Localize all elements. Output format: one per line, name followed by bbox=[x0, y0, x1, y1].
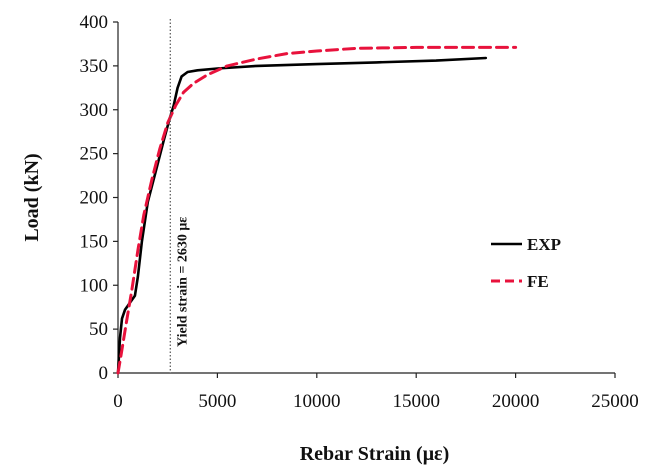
yield-strain-label: Yield strain = 2630 με bbox=[175, 217, 190, 347]
x-tick-label: 15000 bbox=[392, 391, 440, 412]
y-tick-label: 250 bbox=[80, 144, 109, 165]
y-tick-label: 350 bbox=[80, 56, 109, 77]
y-tick-label: 400 bbox=[80, 12, 109, 33]
y-tick-label: 150 bbox=[80, 231, 109, 252]
legend-label-fe: FE bbox=[527, 272, 549, 291]
legend: EXP FE bbox=[491, 235, 561, 291]
x-tick-label: 10000 bbox=[293, 391, 341, 412]
y-tick-label: 300 bbox=[80, 100, 109, 121]
x-axis-title: Rebar Strain (με) bbox=[300, 443, 450, 465]
series-line-fe bbox=[116, 45, 518, 375]
x-tick-label: 0 bbox=[113, 391, 123, 412]
y-tick-label: 50 bbox=[89, 319, 108, 340]
y-axis-title: Load (kN) bbox=[21, 153, 43, 241]
y-tick-label: 200 bbox=[80, 188, 109, 209]
y-tick-label: 0 bbox=[99, 363, 109, 384]
x-tick-label: 25000 bbox=[591, 391, 639, 412]
y-tick-label: 100 bbox=[80, 275, 109, 296]
legend-label-exp: EXP bbox=[527, 235, 561, 254]
x-tick-label: 20000 bbox=[492, 391, 540, 412]
axes-layer: 0 50 100 150 200 250 300 350 400 0 5000 10000 15000 2… bbox=[21, 12, 639, 465]
x-tick-label: 5000 bbox=[198, 391, 236, 412]
annotation-layer: Yield strain = 2630 με bbox=[169, 19, 190, 373]
